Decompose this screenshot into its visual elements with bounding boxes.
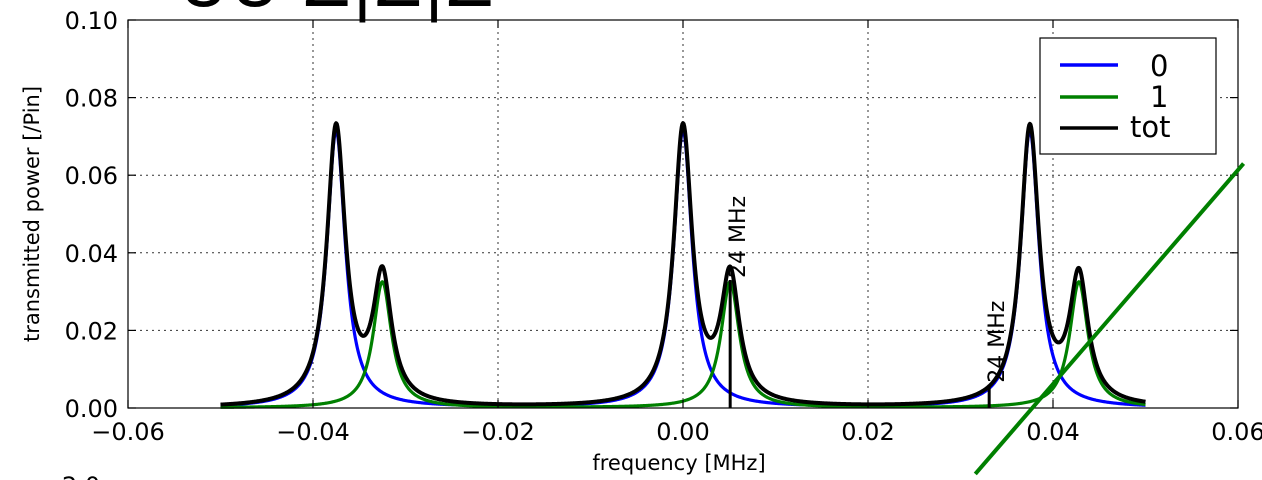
- annotation-layer: 24 MHz 24 MHz: [726, 196, 1010, 408]
- y-tick-label: 0.02: [65, 317, 118, 345]
- top-text-fragment: UU Ƶ|Ƶ|Ƶ: [178, 0, 494, 23]
- series-tot-line: [219, 121, 1147, 407]
- x-tick-label: 0.02: [841, 418, 894, 446]
- y-tick-label: 0.00: [65, 395, 118, 423]
- y-tick-label: 0.10: [65, 7, 118, 35]
- annotation-label: 24 MHz: [985, 301, 1010, 383]
- x-tick-label: 0.04: [1026, 418, 1079, 446]
- legend-label-tot: tot: [1130, 110, 1170, 144]
- x-axis-label: frequency [MHz]: [592, 451, 765, 475]
- annotation-label: 24 MHz: [726, 196, 751, 278]
- bottom-text-fragment: 2.0: [62, 472, 100, 480]
- legend-label-0: 0: [1150, 49, 1168, 83]
- overlay-layer: [973, 162, 1246, 476]
- x-tick-label: −0.02: [461, 418, 535, 446]
- y-tick-label: 0.08: [65, 85, 118, 113]
- x-tick-label: −0.06: [91, 418, 165, 446]
- y-tick-label: 0.04: [65, 240, 118, 268]
- x-tick-label: 0.06: [1211, 418, 1262, 446]
- x-tick-label: 0.00: [656, 418, 709, 446]
- y-tick-label: 0.06: [65, 162, 118, 190]
- overlay-line: [973, 162, 1246, 476]
- x-axis: −0.06 −0.04 −0.02 0.00 0.02 0.04 0.06: [91, 20, 1262, 446]
- legend-label-1: 1: [1150, 80, 1168, 114]
- x-tick-label: −0.04: [276, 418, 350, 446]
- y-axis-label: transmitted power [/Pin]: [20, 86, 44, 342]
- legend: 0 1 tot: [1039, 37, 1217, 155]
- y-axis: 0.00 0.02 0.04 0.06 0.08 0.10: [65, 7, 1238, 423]
